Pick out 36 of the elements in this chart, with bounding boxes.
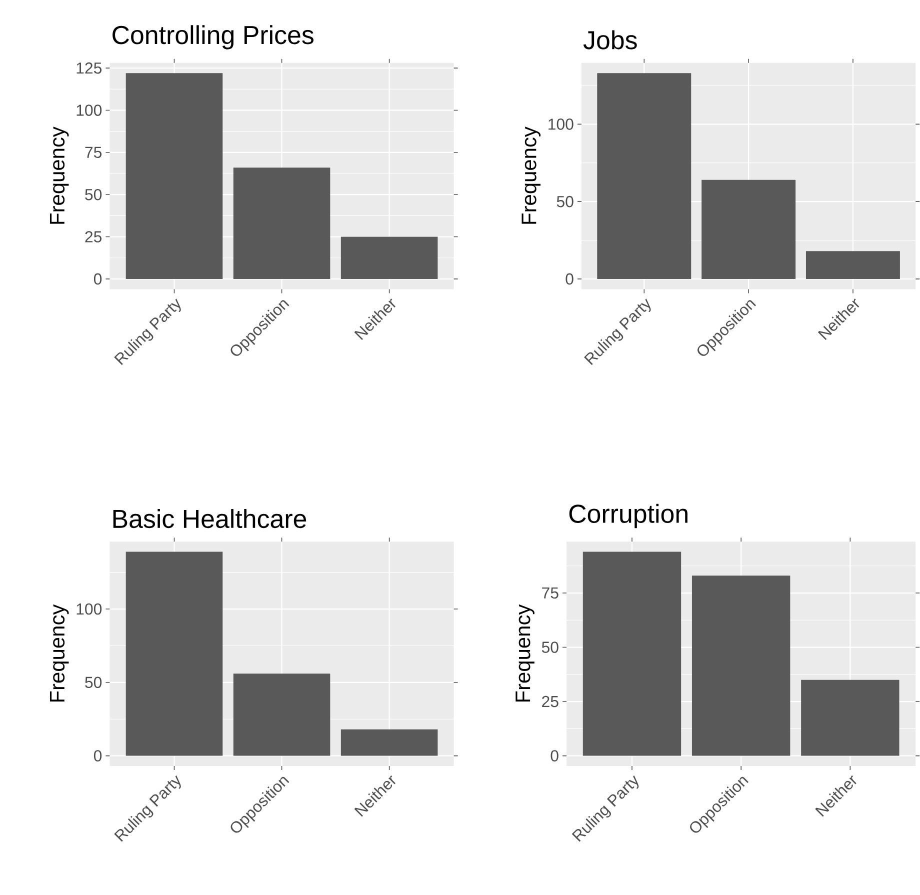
chart-title: Corruption (569, 504, 688, 528)
y-tick-label: 0 (94, 750, 102, 762)
y-tick-label: 50 (556, 196, 574, 208)
bar (233, 168, 330, 280)
bar (340, 730, 438, 756)
bar (126, 73, 223, 280)
bar (806, 251, 900, 280)
y-tick-label: 75 (85, 147, 102, 158)
bar (702, 180, 796, 280)
y-axis-title: Frequency (50, 604, 69, 702)
bar (801, 680, 900, 756)
y-tick-label: 100 (76, 104, 102, 116)
y-tick-label: 50 (85, 189, 102, 200)
y-tick-label: 25 (85, 231, 102, 243)
y-tick-label: 25 (542, 696, 558, 708)
bar (692, 576, 790, 756)
y-tick-label: 125 (76, 62, 102, 74)
chart-title: Basic Healthcare (113, 509, 306, 528)
y-tick-label: 75 (542, 588, 558, 599)
y-axis-title: Frequency (50, 126, 69, 224)
y-tick-label: 100 (548, 118, 574, 130)
y-tick-label: 0 (94, 273, 102, 285)
y-tick-label: 0 (550, 750, 558, 762)
y-tick-label: 0 (566, 273, 574, 285)
bar (233, 674, 330, 756)
chart-title: Jobs (583, 30, 637, 50)
bar (582, 552, 682, 756)
y-tick-label: 50 (542, 642, 558, 654)
y-axis-title: Frequency (516, 604, 534, 702)
bar (126, 552, 223, 756)
y-tick-label: 50 (85, 676, 102, 688)
y-tick-label: 100 (76, 604, 102, 615)
bar (597, 73, 692, 280)
y-axis-title: Frequency (522, 126, 541, 224)
bar (340, 236, 438, 280)
chart-title: Controlling Prices (112, 25, 314, 50)
